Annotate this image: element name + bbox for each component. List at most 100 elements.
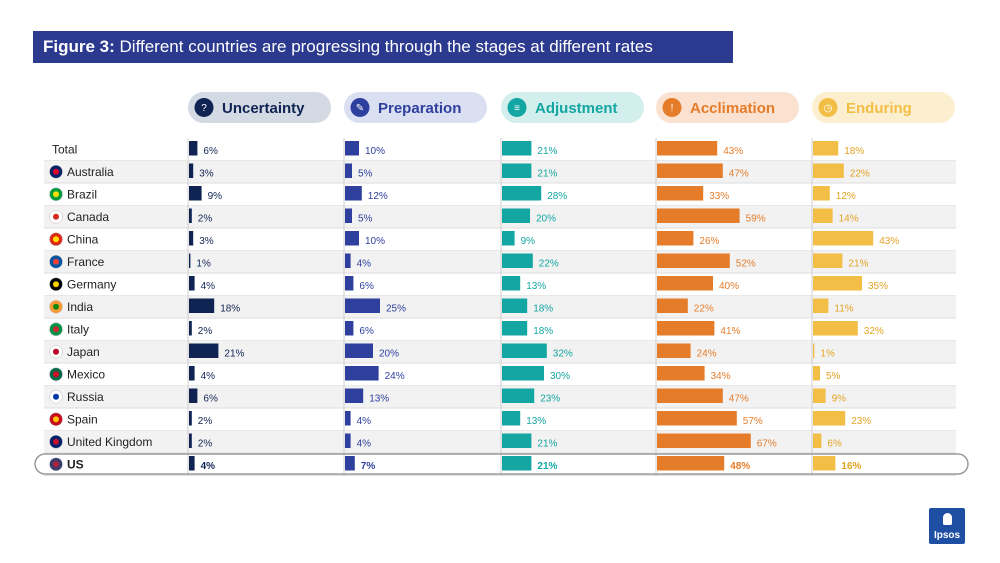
bar-acclimation — [657, 163, 723, 178]
country-label: Russia — [67, 390, 104, 404]
country-label: Mexico — [67, 367, 105, 381]
value-label: 7% — [361, 461, 376, 472]
bar-acclimation — [657, 276, 713, 291]
bar-adjustment — [502, 456, 532, 471]
bar-enduring — [813, 343, 815, 358]
value-label: 32% — [553, 349, 573, 360]
value-label: 18% — [533, 326, 553, 337]
stage-label: Preparation — [378, 100, 461, 117]
bar-enduring — [813, 253, 843, 268]
bar-adjustment — [502, 141, 532, 156]
value-label: 18% — [844, 146, 864, 157]
value-label: 1% — [196, 259, 211, 270]
alert-icon-glyph: ! — [671, 103, 674, 114]
bar-adjustment — [502, 388, 535, 403]
bar-uncertainty — [189, 411, 192, 426]
value-label: 57% — [743, 416, 763, 427]
value-label: 6% — [359, 281, 374, 292]
value-label: 13% — [369, 394, 389, 405]
logo-text: Ipsos — [933, 530, 961, 541]
bar-preparation — [345, 411, 351, 426]
bar-adjustment — [502, 433, 532, 448]
bar-acclimation — [657, 343, 691, 358]
bar-uncertainty — [189, 298, 215, 313]
stage-header-enduring: ◷ Enduring — [812, 92, 955, 123]
japan-flag-icon-mark — [53, 348, 59, 355]
value-label: 6% — [203, 394, 218, 405]
bar-enduring — [813, 411, 846, 426]
value-label: 14% — [839, 214, 859, 225]
bar-adjustment — [502, 163, 532, 178]
value-label: 47% — [729, 394, 749, 405]
country-label: Japan — [67, 345, 100, 359]
bar-uncertainty — [189, 433, 192, 448]
value-label: 22% — [539, 259, 559, 270]
country-label: Canada — [67, 210, 109, 224]
bar-acclimation — [657, 186, 704, 201]
value-label: 25% — [386, 304, 406, 315]
value-label: 21% — [224, 349, 244, 360]
value-label: 34% — [711, 371, 731, 382]
row-background — [44, 160, 956, 183]
value-label: 21% — [537, 146, 557, 157]
value-label: 47% — [729, 169, 749, 180]
value-label: 5% — [826, 371, 841, 382]
bar-enduring — [813, 321, 858, 336]
value-label: 4% — [357, 416, 372, 427]
stage-pill — [812, 92, 955, 123]
value-label: 22% — [694, 304, 714, 315]
bar-uncertainty — [189, 141, 198, 156]
value-label: 6% — [203, 146, 218, 157]
value-label: 6% — [827, 439, 842, 450]
bar-acclimation — [657, 253, 730, 268]
value-label: 3% — [199, 169, 214, 180]
stage-pill — [656, 92, 799, 123]
value-label: 11% — [834, 304, 853, 315]
bar-preparation — [345, 186, 362, 201]
value-label: 12% — [836, 191, 856, 202]
sliders-icon-glyph: ≡ — [514, 103, 520, 114]
bar-acclimation — [657, 433, 751, 448]
bar-uncertainty — [189, 366, 195, 381]
highlight-outline — [34, 453, 969, 475]
bar-preparation — [345, 433, 351, 448]
stage-pill — [501, 92, 644, 123]
country-label: India — [67, 300, 93, 314]
value-label: 13% — [526, 281, 546, 292]
value-label: 21% — [537, 439, 557, 450]
value-label: 41% — [720, 326, 740, 337]
value-label: 5% — [358, 214, 373, 225]
uk-flag-icon-mark — [53, 438, 59, 445]
bar-enduring — [813, 433, 822, 448]
value-label: 26% — [699, 236, 719, 247]
stage-header-acclimation: ! Acclimation — [656, 92, 799, 123]
country-label: Germany — [67, 277, 116, 291]
clock-icon — [818, 98, 838, 117]
germany-flag-icon-mark — [53, 281, 59, 288]
china-flag-icon-mark — [53, 236, 59, 243]
bar-acclimation — [657, 456, 725, 471]
stage-pill — [344, 92, 487, 123]
value-label: 4% — [201, 371, 216, 382]
value-label: 2% — [198, 439, 213, 450]
value-label: 13% — [526, 416, 546, 427]
bar-preparation — [345, 343, 373, 358]
question-icon — [194, 98, 214, 117]
value-label: 12% — [368, 191, 388, 202]
value-label: 3% — [199, 236, 214, 247]
italy-flag-icon-mark — [53, 326, 59, 333]
stage-label: Enduring — [846, 100, 912, 117]
stage-label: Uncertainty — [222, 100, 305, 117]
ipsos-logo: Ipsos — [929, 508, 965, 544]
bar-uncertainty — [189, 163, 194, 178]
value-label: 16% — [841, 461, 861, 472]
bar-uncertainty — [189, 343, 219, 358]
bar-enduring — [813, 298, 829, 313]
value-label: 10% — [365, 146, 385, 157]
value-label: 2% — [198, 416, 213, 427]
stage-label: Acclimation — [690, 100, 775, 117]
bar-adjustment — [502, 411, 521, 426]
bar-enduring — [813, 276, 862, 291]
value-label: 59% — [746, 214, 766, 225]
